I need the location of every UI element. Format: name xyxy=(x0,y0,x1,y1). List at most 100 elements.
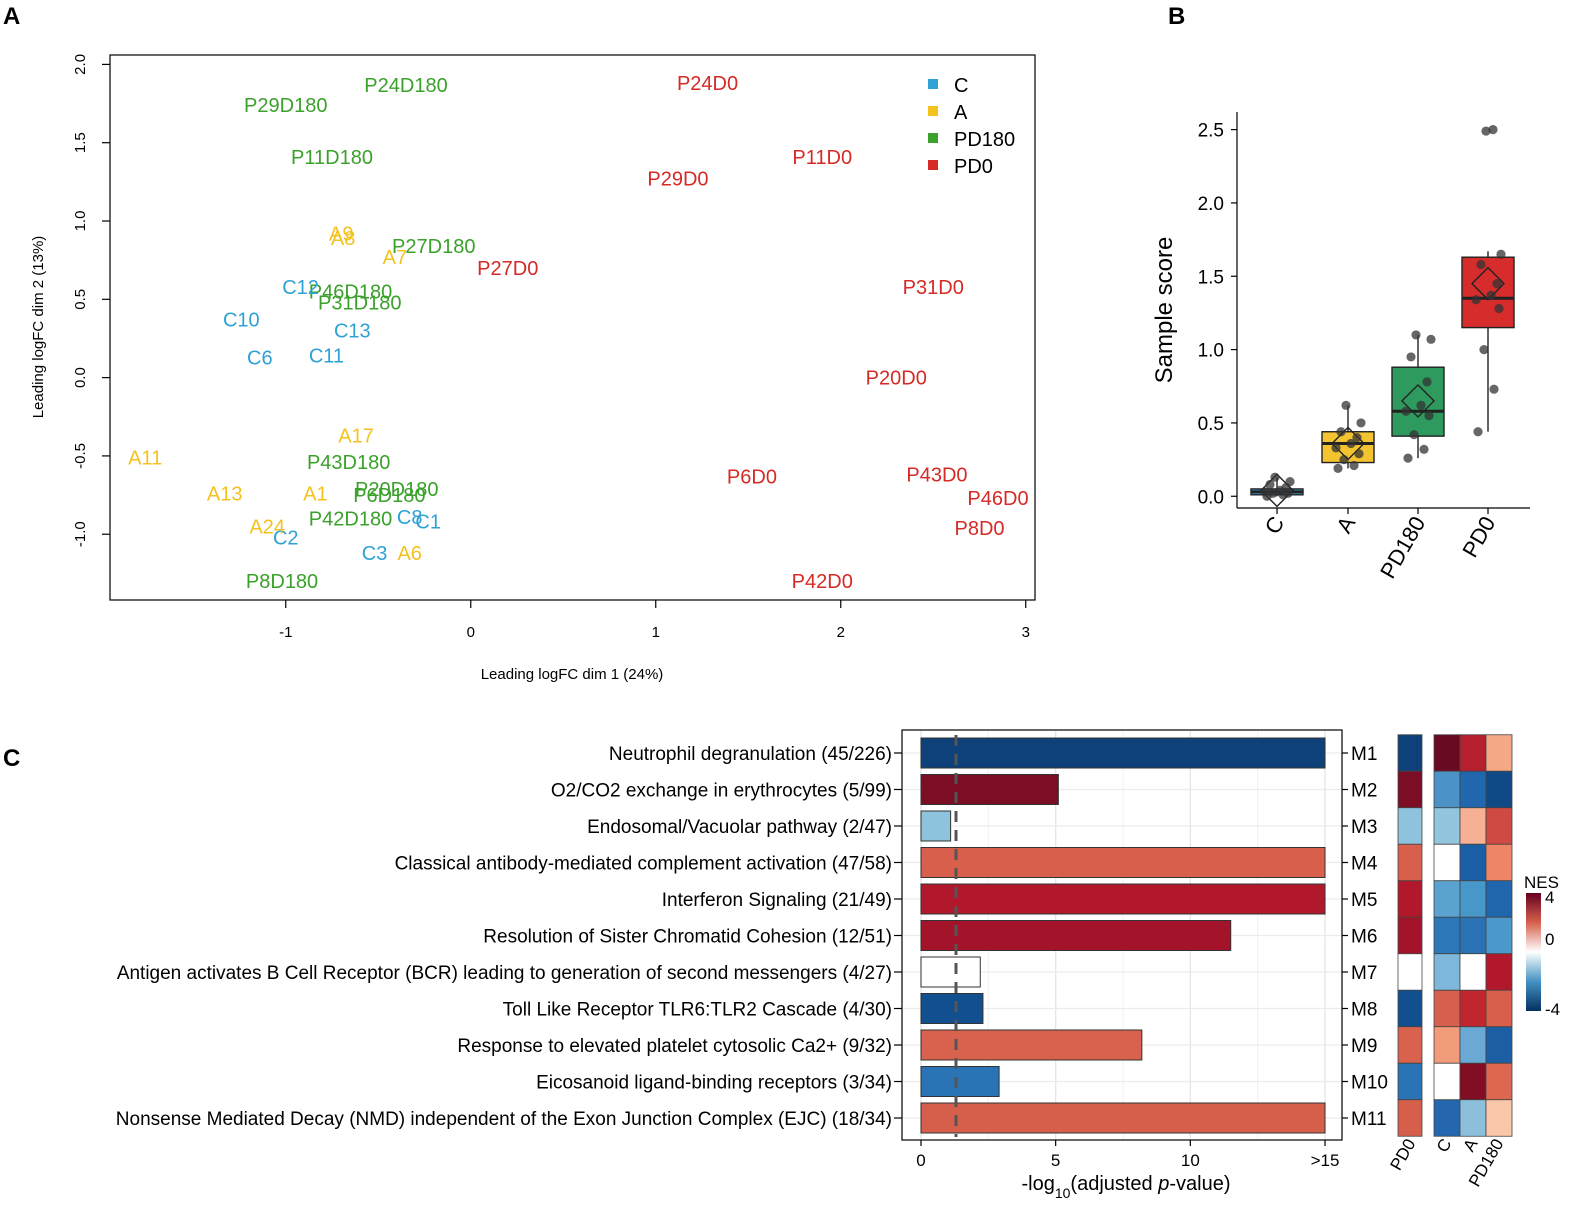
bar-m2 xyxy=(920,774,1059,805)
sample-point xyxy=(1489,384,1499,394)
heatmap-pd0-cell-m6 xyxy=(1397,916,1423,955)
heatmap-cell-m6-a xyxy=(1459,916,1487,955)
heatmap-cell-m7-a xyxy=(1459,953,1487,991)
sample-label-p43d180: P43D180 xyxy=(307,452,390,474)
module-label-m1: M1 xyxy=(1351,744,1377,765)
sample-point xyxy=(1268,488,1278,498)
sample-point xyxy=(1331,443,1341,453)
sample-label-p20d0: P20D0 xyxy=(866,368,927,390)
y-tick-label: 0.5 xyxy=(72,289,89,310)
sample-point xyxy=(1473,427,1483,437)
sample-point xyxy=(1352,433,1362,443)
pathway-label: Toll Like Receptor TLR6:TLR2 Cascade (4/… xyxy=(503,1000,892,1021)
x-label-end: -value) xyxy=(1169,1173,1230,1195)
bar-m11 xyxy=(920,1102,1326,1134)
sample-label-p11d180: P11D180 xyxy=(291,147,373,169)
legend-label-pd180: PD180 xyxy=(954,129,1015,151)
heatmap-cell-m2-a xyxy=(1459,770,1487,809)
y-tick-label: 1.5 xyxy=(72,132,89,153)
sample-label-p27d180: P27D180 xyxy=(392,236,475,258)
sample-label-p42d180: P42D180 xyxy=(309,509,392,531)
module-label-m9: M9 xyxy=(1351,1036,1377,1057)
legend-label-c: C xyxy=(954,75,968,97)
heatmap-cell-m7-c xyxy=(1433,953,1461,991)
x-tick-label: 0 xyxy=(916,1151,925,1170)
pathway-label: Antigen activates B Cell Receptor (BCR) … xyxy=(117,963,892,984)
x-tick-label: >15 xyxy=(1311,1151,1340,1170)
panel-letter-a: A xyxy=(3,3,20,30)
sample-label-p11d0: P11D0 xyxy=(792,147,852,169)
sample-label-p31d180: P31D180 xyxy=(318,292,401,314)
sample-point xyxy=(1339,455,1349,465)
sample-label-p6d0: P6D0 xyxy=(727,466,777,488)
panel-letter-b: B xyxy=(1168,3,1185,30)
sample-label-p8d0: P8D0 xyxy=(954,518,1004,540)
legend-swatch-a xyxy=(928,106,938,116)
x-tick-label: 5 xyxy=(1051,1151,1060,1170)
sample-label-a7: A7 xyxy=(383,247,407,269)
heatmap-cell-m9-pd180 xyxy=(1485,1026,1513,1064)
heatmap-cell-m8-pd180 xyxy=(1485,989,1513,1028)
x-axis-label: Leading logFC dim 1 (24%) xyxy=(481,666,664,683)
panel-a-mds-plot: -1 0 1 2 3 -1.0 -0.5 0.0 0.5 1.0 1.5 2.0 P24D180 P2… xyxy=(30,54,1036,683)
heatmap-pd0-cell-m8 xyxy=(1397,989,1423,1028)
sample-point xyxy=(1488,125,1498,135)
legend-swatch-c xyxy=(928,79,938,89)
heatmap-cell-m5-pd180 xyxy=(1485,880,1513,918)
sample-point xyxy=(1496,249,1506,259)
box-c xyxy=(1250,472,1304,508)
y-tick-label: 1.0 xyxy=(1198,341,1224,362)
sample-point xyxy=(1422,377,1432,387)
y-tick-label: 1.0 xyxy=(72,211,89,232)
heatmap-cell-m9-a xyxy=(1459,1026,1487,1064)
y-axis-label: Sample score xyxy=(1151,237,1178,384)
bar-m5 xyxy=(920,883,1326,915)
sample-label-p42d0: P42D0 xyxy=(792,571,853,593)
x-tick-label-pd180: PD180 xyxy=(1375,512,1430,583)
sample-point xyxy=(1403,453,1413,463)
sample-label-c6: C6 xyxy=(247,347,273,369)
heatmap-pd0-cell-m2 xyxy=(1397,770,1423,809)
x-label-subscript: 10 xyxy=(1055,1185,1071,1201)
bar-m1 xyxy=(920,737,1326,769)
sample-point xyxy=(1349,460,1359,471)
heatmap-pd0-cell-m5 xyxy=(1397,880,1423,918)
sample-point xyxy=(1492,279,1502,289)
sample-label-a1: A1 xyxy=(303,484,327,506)
panel-letter-c: C xyxy=(3,745,20,772)
sample-label-a13: A13 xyxy=(207,484,243,506)
module-label-m2: M2 xyxy=(1351,781,1377,802)
sample-label-a8: A8 xyxy=(331,228,355,250)
heatmap-cell-m2-pd180 xyxy=(1485,770,1513,809)
x-axis-label: -log10(adjusted p-value) xyxy=(1021,1173,1230,1201)
legend-label-a: A xyxy=(954,102,968,124)
module-label-m6: M6 xyxy=(1351,927,1377,948)
x-tick-label: 0 xyxy=(467,624,475,641)
heatmap-cell-m7-pd180 xyxy=(1485,953,1513,991)
heatmap-column-label-c: C xyxy=(1433,1136,1456,1156)
plot-frame xyxy=(109,54,1036,601)
pathway-label: Classical antibody-mediated complement a… xyxy=(395,854,892,875)
sample-label-c13: C13 xyxy=(334,321,371,343)
y-tick-label: 0.0 xyxy=(1198,487,1224,508)
sample-label-c12: C12 xyxy=(282,277,319,299)
x-tick-label: 1 xyxy=(652,624,660,641)
heatmap-cell-m8-c xyxy=(1433,989,1461,1028)
sample-point xyxy=(1426,334,1436,344)
sample-label-p8d180: P8D180 xyxy=(246,571,318,593)
heatmap-pd0-column-label: PD0 xyxy=(1386,1136,1419,1174)
sample-label-a11: A11 xyxy=(128,447,162,469)
legend-label-pd0: PD0 xyxy=(954,156,993,178)
pathway-label: Neutrophil degranulation (45/226) xyxy=(609,744,892,765)
heatmap-cell-m3-a xyxy=(1459,807,1487,845)
x-label-italic-p: p xyxy=(1157,1173,1169,1195)
panel-b-box-plot: 0.0 0.5 1.0 1.5 2.0 2.5 C A PD180 PD0 Sample sco… xyxy=(1151,112,1530,583)
module-label-m5: M5 xyxy=(1351,890,1377,911)
x-label-log: -log xyxy=(1021,1173,1054,1195)
sample-point xyxy=(1401,406,1411,416)
heatmap-pd0-cell-m4 xyxy=(1397,843,1423,882)
sample-label-a24: A24 xyxy=(249,516,285,538)
sample-point xyxy=(1409,430,1419,440)
x-tick-label-c: C xyxy=(1260,512,1290,538)
heatmap-pd0-cell-m7 xyxy=(1397,953,1423,991)
